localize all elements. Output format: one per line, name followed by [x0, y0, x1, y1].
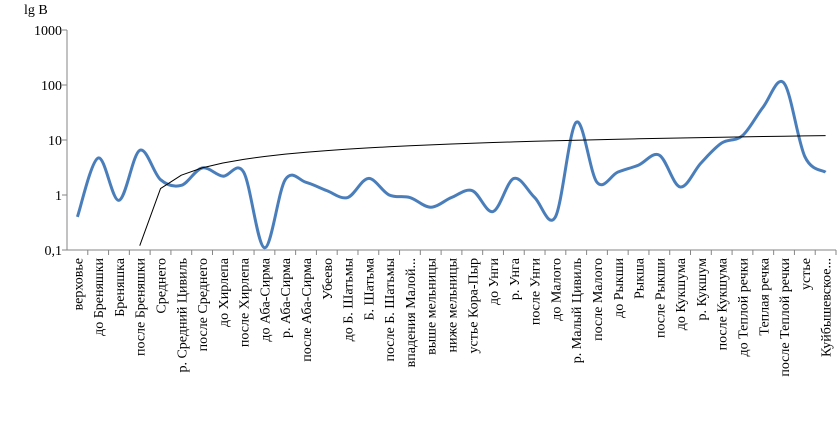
x-tick-label: верховье	[71, 258, 86, 310]
x-tick-label: после Среднего	[196, 258, 211, 351]
x-tick-label: после Аба-Сирма	[300, 257, 315, 362]
x-tick-label: р. Кукшум	[695, 258, 710, 321]
y-axis-label: lg B	[24, 3, 48, 18]
x-tick-label: до Унги	[487, 257, 502, 305]
x-tick-label: после Рыкши	[653, 258, 668, 339]
x-tick-label: Куйбышевское...	[820, 258, 835, 357]
y-tick-label: 100	[41, 79, 62, 94]
x-tick-label: после Малого	[591, 258, 606, 341]
x-tick-label: впадения Малой...	[404, 258, 419, 367]
y-tick-label: 1000	[34, 24, 62, 39]
x-tick-label: до Кукшума	[674, 257, 689, 330]
x-tick-label: Убеево	[321, 258, 336, 300]
x-tick-label: ниже мельницы	[446, 257, 461, 352]
x-tick-label: до Аба-Сирма	[258, 257, 273, 341]
data-line	[75, 79, 827, 250]
x-tick-label: р. Унга	[508, 257, 523, 300]
x-tick-label: Среднего	[155, 258, 170, 314]
x-tick-label: Рыкша	[633, 257, 648, 299]
x-tick-label: до Рыкши	[612, 257, 627, 317]
x-tick-label: р. Аба-Сирма	[279, 257, 294, 338]
x-tick-label: после Б. Шатьмы	[383, 257, 398, 361]
x-tick-label: до Теплой речки	[736, 257, 751, 356]
x-tick-label: р. Средний Цивиль	[175, 258, 190, 373]
x-tick-label: после Кукшума	[716, 257, 731, 350]
x-tick-label: устье	[799, 258, 814, 290]
x-tick-label: после Теплой речки	[778, 258, 793, 377]
x-tick-label: до Бреняшки	[92, 258, 107, 336]
y-tick-label: 0,1	[45, 244, 63, 259]
x-tick-label: Теплая речка	[757, 257, 772, 335]
x-tick-label: после Унги	[529, 258, 544, 326]
x-tick-label: Бреняшка	[113, 257, 128, 317]
x-tick-label: до Малого	[549, 258, 564, 321]
y-tick-label: 10	[48, 134, 62, 149]
x-tick-label: после Хирлепа	[238, 257, 253, 347]
data-line	[139, 135, 826, 246]
x-tick-label: до Б. Шатьмы	[342, 257, 357, 341]
x-tick-label: выше мельницы	[425, 257, 440, 354]
x-tick-label: р. Малый Цивиль	[570, 258, 585, 363]
x-tick-label: устье Кора-Пыр	[466, 258, 481, 353]
x-tick-label: после Бреняшки	[134, 257, 149, 356]
y-tick-label: 1	[55, 189, 62, 204]
x-tick-label: до Хирлепа	[217, 257, 232, 327]
x-tick-label: Б. Шатьма	[362, 257, 377, 320]
